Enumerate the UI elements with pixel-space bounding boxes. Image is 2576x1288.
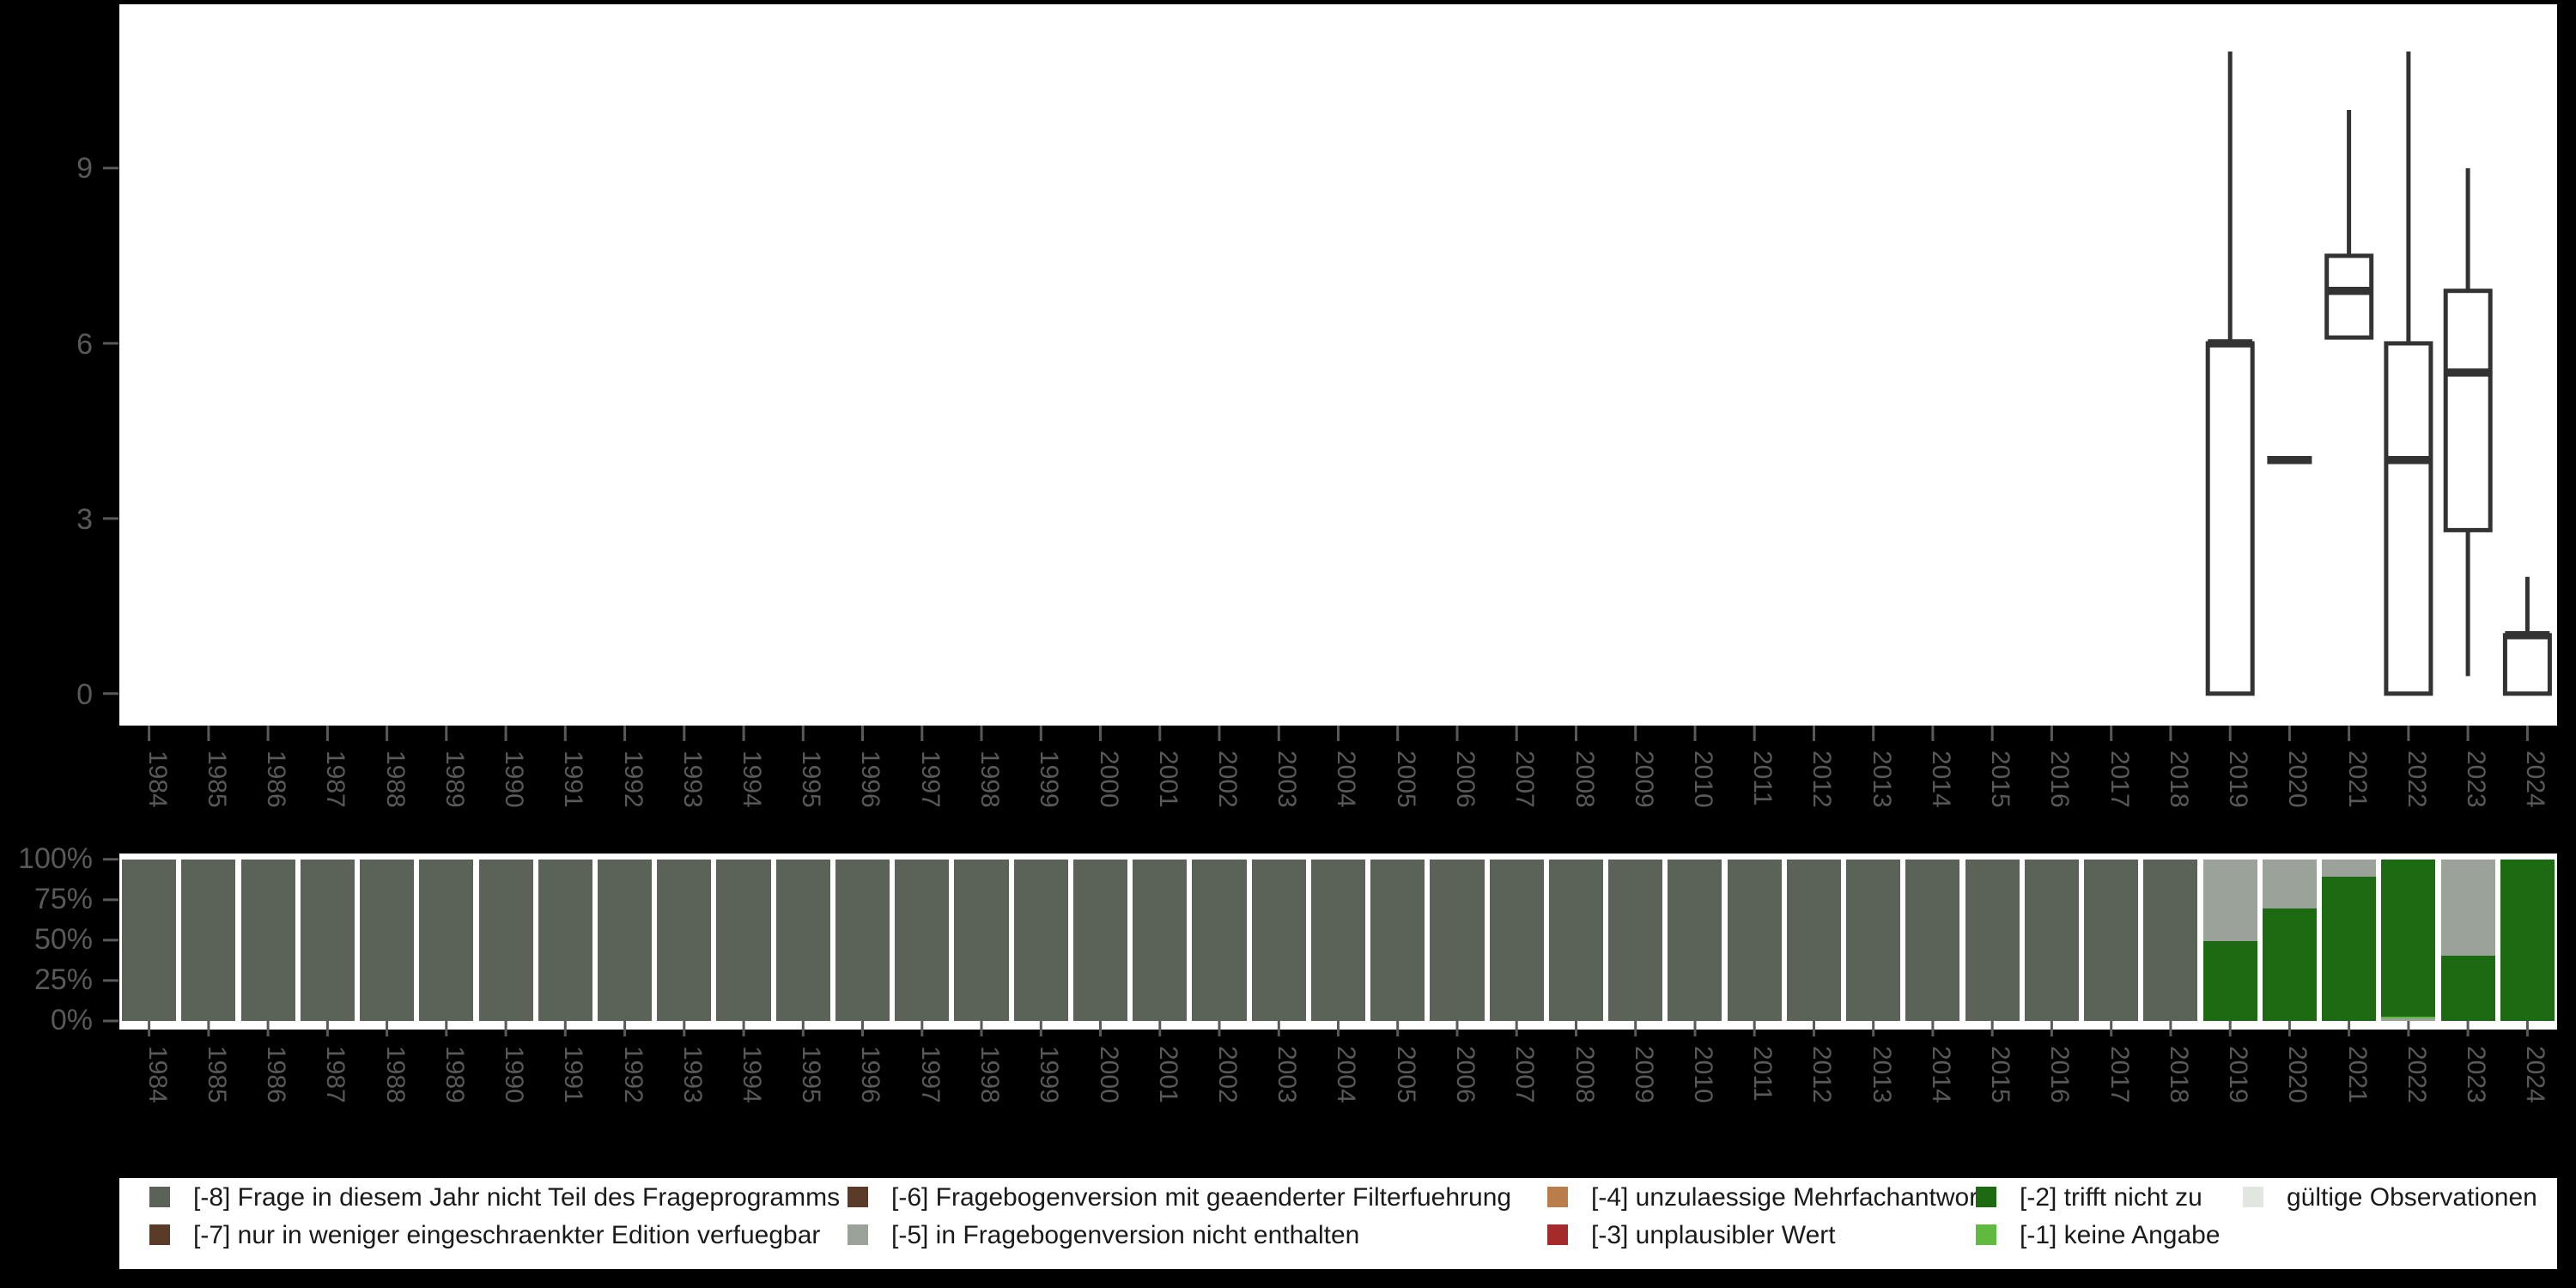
svg-text:2002: 2002: [1213, 750, 1242, 808]
svg-text:2001: 2001: [1154, 750, 1182, 808]
svg-text:1990: 1990: [500, 1046, 528, 1103]
svg-text:2006: 2006: [1451, 750, 1479, 808]
svg-text:2023: 2023: [2462, 750, 2490, 808]
svg-text:2016: 2016: [2045, 750, 2074, 808]
svg-text:0%: 0%: [51, 1004, 93, 1036]
svg-text:1986: 1986: [262, 1046, 290, 1103]
svg-text:2006: 2006: [1451, 1046, 1479, 1103]
svg-text:2019: 2019: [2224, 750, 2252, 808]
svg-text:1993: 1993: [678, 750, 707, 808]
svg-text:2010: 2010: [1689, 1046, 1717, 1103]
svg-text:75%: 75%: [34, 883, 93, 915]
svg-text:1995: 1995: [797, 1046, 825, 1103]
svg-text:1994: 1994: [738, 750, 766, 808]
svg-text:2007: 2007: [1510, 750, 1539, 808]
svg-text:1987: 1987: [321, 750, 349, 808]
svg-text:50%: 50%: [34, 923, 93, 956]
svg-text:2001: 2001: [1154, 1046, 1182, 1103]
svg-text:1989: 1989: [440, 750, 469, 808]
svg-text:1998: 1998: [975, 1046, 1004, 1103]
svg-text:25%: 25%: [34, 963, 93, 996]
svg-text:2017: 2017: [2105, 750, 2134, 808]
svg-text:2019: 2019: [2224, 1046, 2252, 1103]
svg-text:2005: 2005: [1392, 1046, 1420, 1103]
svg-text:2008: 2008: [1571, 1046, 1599, 1103]
svg-text:2015: 2015: [1986, 1046, 2014, 1103]
svg-text:1992: 1992: [619, 750, 647, 808]
svg-text:2007: 2007: [1510, 1046, 1539, 1103]
svg-text:1985: 1985: [203, 750, 231, 808]
svg-text:2013: 2013: [1868, 1046, 1896, 1103]
svg-text:1998: 1998: [975, 750, 1004, 808]
svg-text:1999: 1999: [1035, 750, 1063, 808]
svg-text:2009: 2009: [1630, 750, 1658, 808]
svg-text:2004: 2004: [1332, 750, 1360, 808]
svg-text:1992: 1992: [619, 1046, 647, 1103]
svg-text:1993: 1993: [678, 1046, 707, 1103]
svg-text:2015: 2015: [1986, 750, 2014, 808]
svg-text:2003: 2003: [1273, 1046, 1301, 1103]
svg-text:2012: 2012: [1807, 750, 1836, 808]
svg-text:1987: 1987: [321, 1046, 349, 1103]
svg-text:2021: 2021: [2343, 750, 2372, 808]
svg-text:2022: 2022: [2403, 1046, 2431, 1103]
svg-text:1986: 1986: [262, 750, 290, 808]
svg-text:1991: 1991: [559, 1046, 587, 1103]
svg-text:1997: 1997: [916, 750, 945, 808]
svg-text:1988: 1988: [381, 750, 410, 808]
svg-text:1984: 1984: [143, 750, 172, 808]
svg-text:2008: 2008: [1571, 750, 1599, 808]
svg-text:2018: 2018: [2165, 750, 2193, 808]
svg-text:1996: 1996: [856, 750, 884, 808]
svg-text:1994: 1994: [738, 1046, 766, 1103]
svg-text:1995: 1995: [797, 750, 825, 808]
svg-text:2004: 2004: [1332, 1046, 1360, 1103]
svg-text:2014: 2014: [1927, 1046, 1955, 1103]
svg-text:2009: 2009: [1630, 1046, 1658, 1103]
svg-text:1985: 1985: [203, 1046, 231, 1103]
svg-text:2018: 2018: [2165, 1046, 2193, 1103]
svg-text:9: 9: [76, 152, 93, 185]
svg-text:2021: 2021: [2343, 1046, 2372, 1103]
svg-text:6: 6: [76, 328, 93, 361]
svg-text:1997: 1997: [916, 1046, 945, 1103]
svg-text:1996: 1996: [856, 1046, 884, 1103]
svg-text:1989: 1989: [440, 1046, 469, 1103]
svg-text:2013: 2013: [1868, 750, 1896, 808]
svg-text:1999: 1999: [1035, 1046, 1063, 1103]
svg-text:1990: 1990: [500, 750, 528, 808]
svg-text:2000: 2000: [1095, 1046, 1123, 1103]
svg-text:2020: 2020: [2283, 1046, 2312, 1103]
svg-text:2000: 2000: [1095, 750, 1123, 808]
svg-text:2016: 2016: [2045, 1046, 2074, 1103]
svg-text:2012: 2012: [1807, 1046, 1836, 1103]
svg-text:3: 3: [76, 503, 93, 536]
svg-text:2003: 2003: [1273, 750, 1301, 808]
svg-text:2011: 2011: [1748, 750, 1777, 806]
svg-text:2010: 2010: [1689, 750, 1717, 808]
svg-text:0: 0: [76, 678, 93, 711]
svg-text:2011: 2011: [1748, 1046, 1777, 1102]
svg-text:1984: 1984: [143, 1046, 172, 1103]
svg-text:100%: 100%: [18, 842, 93, 875]
svg-text:2014: 2014: [1927, 750, 1955, 808]
svg-text:2024: 2024: [2521, 750, 2549, 808]
svg-text:2002: 2002: [1213, 1046, 1242, 1103]
svg-text:2017: 2017: [2105, 1046, 2134, 1103]
svg-text:1991: 1991: [559, 750, 587, 808]
svg-text:2024: 2024: [2521, 1046, 2549, 1103]
svg-text:1988: 1988: [381, 1046, 410, 1103]
svg-text:2020: 2020: [2283, 750, 2312, 808]
svg-text:2023: 2023: [2462, 1046, 2490, 1103]
svg-text:2022: 2022: [2403, 750, 2431, 808]
svg-text:2005: 2005: [1392, 750, 1420, 808]
